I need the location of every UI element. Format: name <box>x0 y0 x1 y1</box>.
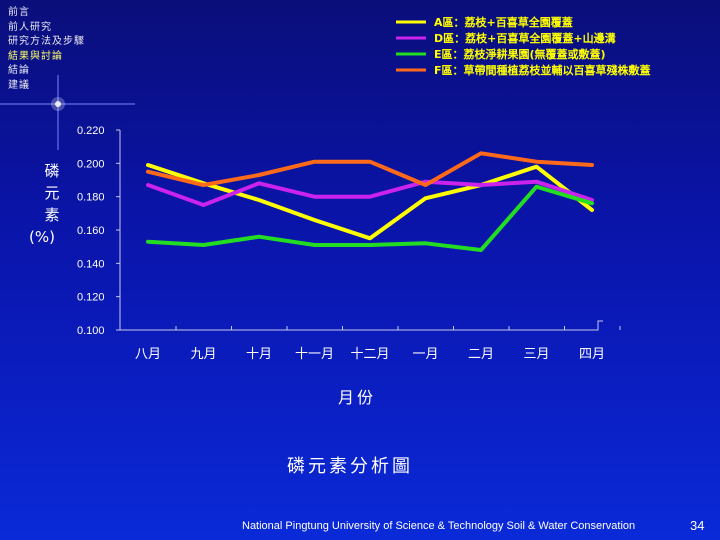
x-tick-label: 一月 <box>412 347 438 362</box>
x-axis-label: 月份 <box>338 388 376 407</box>
nav-item-conclusion[interactable]: 結論 <box>8 65 30 77</box>
nav-item-literature[interactable]: 前人研究 <box>8 21 52 33</box>
x-tick-label: 十一月 <box>295 347 334 362</box>
x-tick-label: 四月 <box>579 347 605 362</box>
legend: A區：荔枝+百喜草全園覆蓋 D區：荔枝+百喜草全園覆蓋+山邊溝 E區：荔枝淨耕果園(… <box>396 15 651 77</box>
y-tick-label: 0.140 <box>77 258 105 270</box>
section-nav: 前言 前人研究 研究方法及步驟 結果與討論 結論 建議 <box>8 6 85 94</box>
footer-credit: National Pingtung University of Science … <box>242 520 636 532</box>
y-axis-label: 磷元素 (%) <box>29 162 59 246</box>
x-tick-label: 八月 <box>135 347 161 362</box>
nav-item-intro[interactable]: 前言 <box>8 7 30 18</box>
x-tick-label: 三月 <box>523 347 549 362</box>
chart-title: 磷元素分析圖 <box>287 456 413 477</box>
crosshair-decoration <box>0 75 135 150</box>
series-line-2 <box>146 184 594 252</box>
nav-item-results[interactable]: 結果與討論 <box>8 50 63 62</box>
series-lines <box>146 151 594 252</box>
series-line-3 <box>146 151 594 187</box>
y-axis-label-part: 元 <box>44 184 59 202</box>
y-tick-label: 0.160 <box>77 225 105 237</box>
y-tick-label: 0.200 <box>77 158 105 170</box>
series-line-0 <box>146 163 594 241</box>
x-tick-labels: 八月 九月 十月 十一月 十二月 一月 二月 三月 四月 <box>135 347 605 362</box>
legend-label: D區：荔枝+百喜草全園覆蓋+山邊溝 <box>434 31 616 45</box>
y-tick-label: 0.220 <box>77 125 105 137</box>
legend-label: F區：草帶間種植荔枝並輔以百喜草殘株敷蓋 <box>434 63 651 77</box>
x-tick-label: 二月 <box>468 347 494 362</box>
x-tick-label: 十二月 <box>350 347 389 362</box>
x-axis-ticks <box>175 326 621 330</box>
nav-item-methods[interactable]: 研究方法及步驟 <box>8 36 85 48</box>
x-axis <box>120 320 603 331</box>
series-line-1 <box>146 179 594 207</box>
x-tick-label: 十月 <box>246 347 272 362</box>
y-axis-label-part: 磷 <box>44 162 59 180</box>
y-axis-label-part: 素 <box>44 206 59 224</box>
legend-label: E區：荔枝淨耕果園(無覆蓋或敷蓋) <box>434 47 606 61</box>
y-axis-label-part: (%) <box>29 228 55 246</box>
y-tick-label: 0.120 <box>77 292 105 304</box>
y-tick-label: 0.100 <box>77 325 105 337</box>
y-axis-ticks: 0.220 0.200 0.180 0.160 0.140 0.120 0.100 <box>77 125 120 337</box>
nav-item-suggestions[interactable]: 建議 <box>8 79 30 91</box>
legend-label: A區：荔枝+百喜草全園覆蓋 <box>434 15 573 29</box>
y-tick-label: 0.180 <box>77 192 105 204</box>
page-number: 34 <box>690 518 705 533</box>
x-tick-label: 九月 <box>190 347 216 362</box>
